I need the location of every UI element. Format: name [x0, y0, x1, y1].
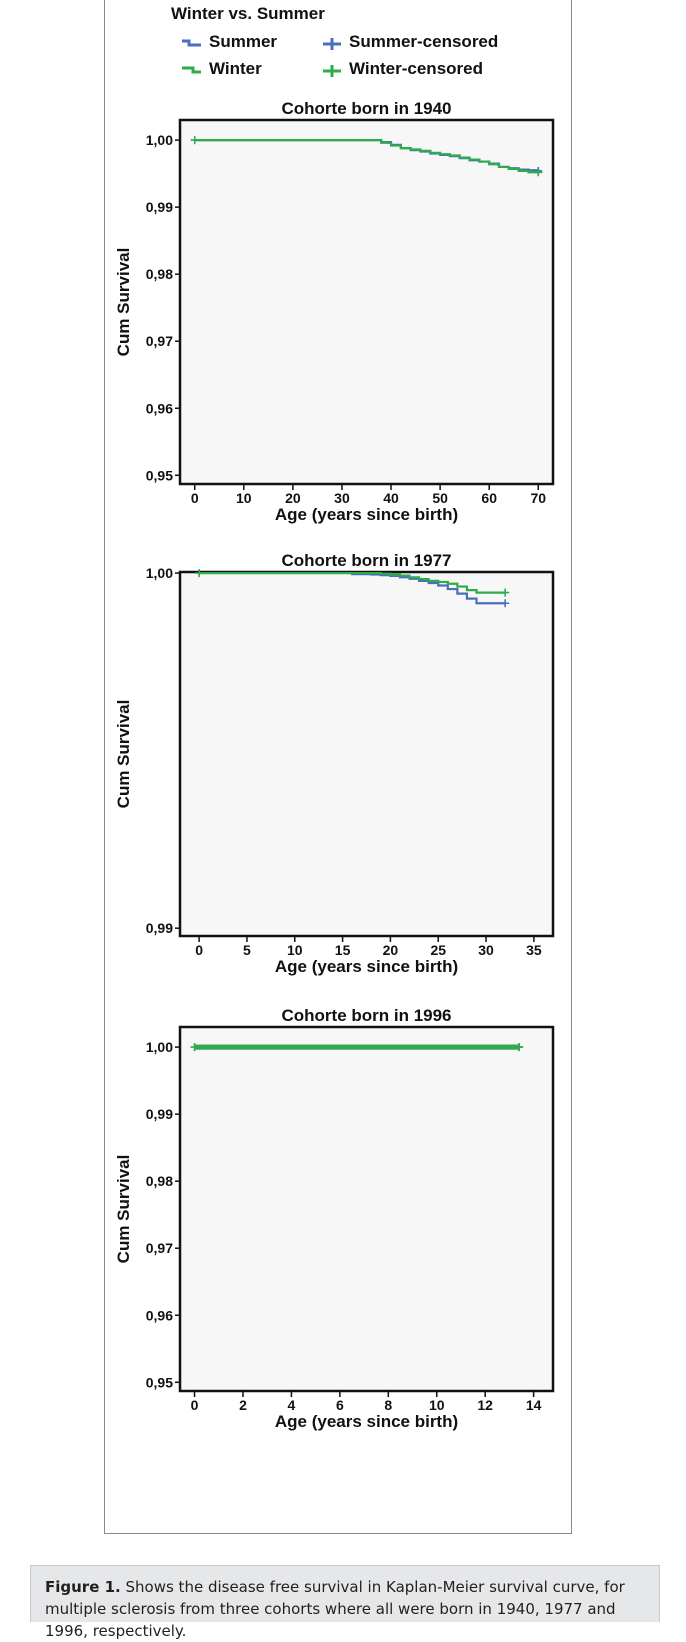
- x-axis-label: Age (years since birth): [275, 505, 458, 524]
- y-tick-label: 1,00: [146, 565, 173, 581]
- plot-area: [178, 1025, 555, 1393]
- series-winter-censor-mark: [190, 136, 199, 145]
- y-tick-label: 0,99: [146, 1106, 173, 1122]
- x-tick-label: 70: [530, 490, 546, 506]
- x-tick-label: 60: [481, 490, 497, 506]
- plot-area: [178, 570, 555, 938]
- legend-label-winter: Winter: [209, 59, 262, 78]
- x-tick-label: 20: [383, 942, 399, 958]
- x-tick-label: 30: [478, 942, 494, 958]
- series-winter: [194, 139, 539, 174]
- series-winter-censor-mark: [515, 1043, 524, 1052]
- y-tick-label: 0,96: [146, 400, 173, 416]
- x-tick-label: 14: [526, 1397, 542, 1413]
- chart-1996: Cohorte born in 1996 0,95 0,96 0,97 0,98 0,99…: [114, 1006, 555, 1431]
- x-tick-label: 40: [383, 490, 399, 506]
- y-tick-label: 1,00: [146, 1039, 173, 1055]
- chart-title: Cohorte born in 1977: [281, 551, 451, 570]
- series-summer: [199, 571, 506, 605]
- y-tick-label: 0,95: [146, 467, 173, 483]
- x-tick-label: 0: [195, 942, 203, 958]
- series-summer-censor-mark: [501, 599, 510, 608]
- series-winter: [199, 571, 506, 594]
- winter-plus-icon: [323, 65, 341, 77]
- x-axis-label: Age (years since birth): [275, 957, 458, 976]
- x-tick-label: 2: [239, 1397, 247, 1413]
- legend: Winter vs. Summer Summer Summer-censored…: [171, 4, 551, 84]
- plot-area: [178, 118, 555, 486]
- legend-label-winter-censored: Winter-censored: [349, 59, 483, 78]
- chart-title: Cohorte born in 1940: [281, 99, 451, 118]
- series-winter-censor-mark: [534, 168, 543, 177]
- series-winter-censor-mark: [190, 1043, 199, 1052]
- y-tick-label: 0,95: [146, 1374, 173, 1390]
- chart-1940: Cohorte born in 1940 0,95 0,96 0,97 0,98 0,99…: [114, 99, 555, 524]
- x-axis-label: Age (years since birth): [275, 1412, 458, 1431]
- x-tick-label: 20: [285, 490, 301, 506]
- legend-label-summer-censored: Summer-censored: [349, 32, 499, 51]
- x-tick-label: 10: [236, 490, 252, 506]
- y-tick-label: 0,97: [146, 1240, 173, 1256]
- x-tick-label: 8: [384, 1397, 392, 1413]
- caption-label: Figure 1.: [45, 1578, 121, 1596]
- x-tick-label: 25: [430, 942, 446, 958]
- y-axis-label: Cum Survival: [114, 248, 133, 357]
- caption-text: Shows the disease free survival in Kapla…: [45, 1578, 625, 1640]
- x-tick-label: 50: [432, 490, 448, 506]
- x-tick-label: 15: [335, 942, 351, 958]
- y-tick-label: 0,96: [146, 1307, 173, 1323]
- x-tick-label: 6: [336, 1397, 344, 1413]
- y-tick-label: 0,99: [146, 199, 173, 215]
- x-tick-label: 10: [287, 942, 303, 958]
- legend-title: Winter vs. Summer: [171, 4, 325, 23]
- x-tick-label: 5: [243, 942, 251, 958]
- series-winter-censor-mark: [501, 588, 510, 597]
- y-tick-label: 0,97: [146, 333, 173, 349]
- x-tick-label: 10: [429, 1397, 445, 1413]
- y-tick-label: 0,98: [146, 266, 173, 282]
- summer-step-icon: [182, 39, 201, 47]
- chart-title: Cohorte born in 1996: [281, 1006, 451, 1025]
- summer-plus-icon: [323, 38, 341, 50]
- legend-label-summer: Summer: [209, 32, 278, 51]
- y-tick-label: 0,99: [146, 920, 173, 936]
- x-tick-label: 0: [191, 490, 199, 506]
- series-winter-censor-mark: [195, 569, 204, 578]
- figure-caption: Figure 1. Shows the disease free surviva…: [30, 1565, 660, 1640]
- figure-panel: Winter vs. Summer Summer Summer-censored…: [104, 0, 572, 1534]
- x-tick-label: 35: [526, 942, 542, 958]
- y-tick-label: 1,00: [146, 132, 173, 148]
- x-tick-label: 0: [191, 1397, 199, 1413]
- y-axis-label: Cum Survival: [114, 1155, 133, 1264]
- chart-1977: Cohorte born in 1977 0,99 1,00 0 5 10 15 20 25 30…: [114, 551, 555, 976]
- x-tick-label: 12: [477, 1397, 493, 1413]
- x-tick-label: 30: [334, 490, 350, 506]
- y-axis-label: Cum Survival: [114, 700, 133, 809]
- winter-step-icon: [182, 66, 201, 74]
- x-tick-label: 4: [288, 1397, 296, 1413]
- y-tick-label: 0,98: [146, 1173, 173, 1189]
